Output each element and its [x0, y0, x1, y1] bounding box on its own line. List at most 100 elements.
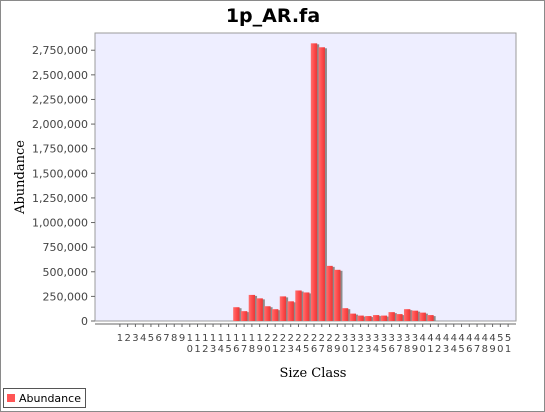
bar: [271, 309, 279, 321]
bar: [396, 314, 403, 321]
plot-area: [94, 32, 517, 322]
y-tick-label: 500,000: [43, 266, 89, 279]
x-tick-label: 9: [179, 333, 185, 344]
bar: [233, 307, 240, 321]
x-axis: 1 2 3 4 5 6 7 8 9 1 01 11 21 31 41 51 61 71 81 92 02 12 22 32 42…: [95, 323, 516, 355]
x-tick-label: 1: [117, 333, 123, 344]
x-tick-label: 2: [124, 333, 130, 344]
bar: [334, 269, 341, 321]
y-axis: 0 250,000 500,000 750,000 1,000,000 1,250,000…: [32, 44, 95, 328]
y-tick-label: 2,500,000: [32, 69, 88, 82]
x-tick-label: 7: [163, 333, 169, 344]
bar: [380, 315, 388, 321]
x-tick-label: 4: [140, 333, 146, 344]
y-tick-label: 750,000: [43, 241, 89, 254]
legend: Abundance: [3, 388, 86, 408]
chart-title: 1p_AR.fa: [226, 5, 320, 27]
y-axis-label: Abundance: [13, 140, 28, 215]
bar: [256, 298, 263, 321]
y-tick-label: 1,000,000: [32, 217, 88, 230]
bar: [388, 312, 395, 321]
bar: [279, 296, 287, 321]
y-tick-label: 250,000: [43, 290, 89, 303]
bar: [248, 294, 256, 321]
bar: [264, 306, 271, 321]
bar: [341, 308, 349, 321]
x-tick-label: 8: [171, 333, 177, 344]
y-tick-label: 1,750,000: [32, 143, 88, 156]
bar: [295, 290, 302, 321]
bar: [411, 310, 419, 321]
x-tick-label: 3: [132, 333, 138, 344]
bar: [287, 301, 294, 321]
y-tick-label: 2,000,000: [32, 118, 88, 131]
bar: [240, 311, 248, 321]
y-tick-label: 1,500,000: [32, 167, 88, 180]
legend-label: Abundance: [19, 391, 81, 405]
y-tick-label: 2,750,000: [32, 44, 88, 57]
bar: [349, 313, 357, 321]
bars: [233, 43, 436, 322]
bar: [303, 292, 310, 321]
bar: [326, 265, 333, 321]
bar: [419, 312, 426, 321]
y-tick-label: 1,250,000: [32, 192, 88, 205]
x-tick-label: 6: [156, 333, 162, 344]
bar: [427, 315, 434, 321]
bar: [365, 316, 372, 321]
bar: [403, 309, 411, 321]
legend-swatch: [7, 394, 15, 402]
y-tick-label: 2,250,000: [32, 93, 88, 106]
y-tick-label: 0: [81, 315, 88, 328]
bar: [310, 43, 318, 321]
bar: [372, 315, 380, 321]
x-axis-label: Size Class: [280, 366, 347, 381]
bar: [318, 47, 325, 322]
x-tick-label: 5: [148, 333, 154, 344]
bar: [357, 315, 364, 321]
